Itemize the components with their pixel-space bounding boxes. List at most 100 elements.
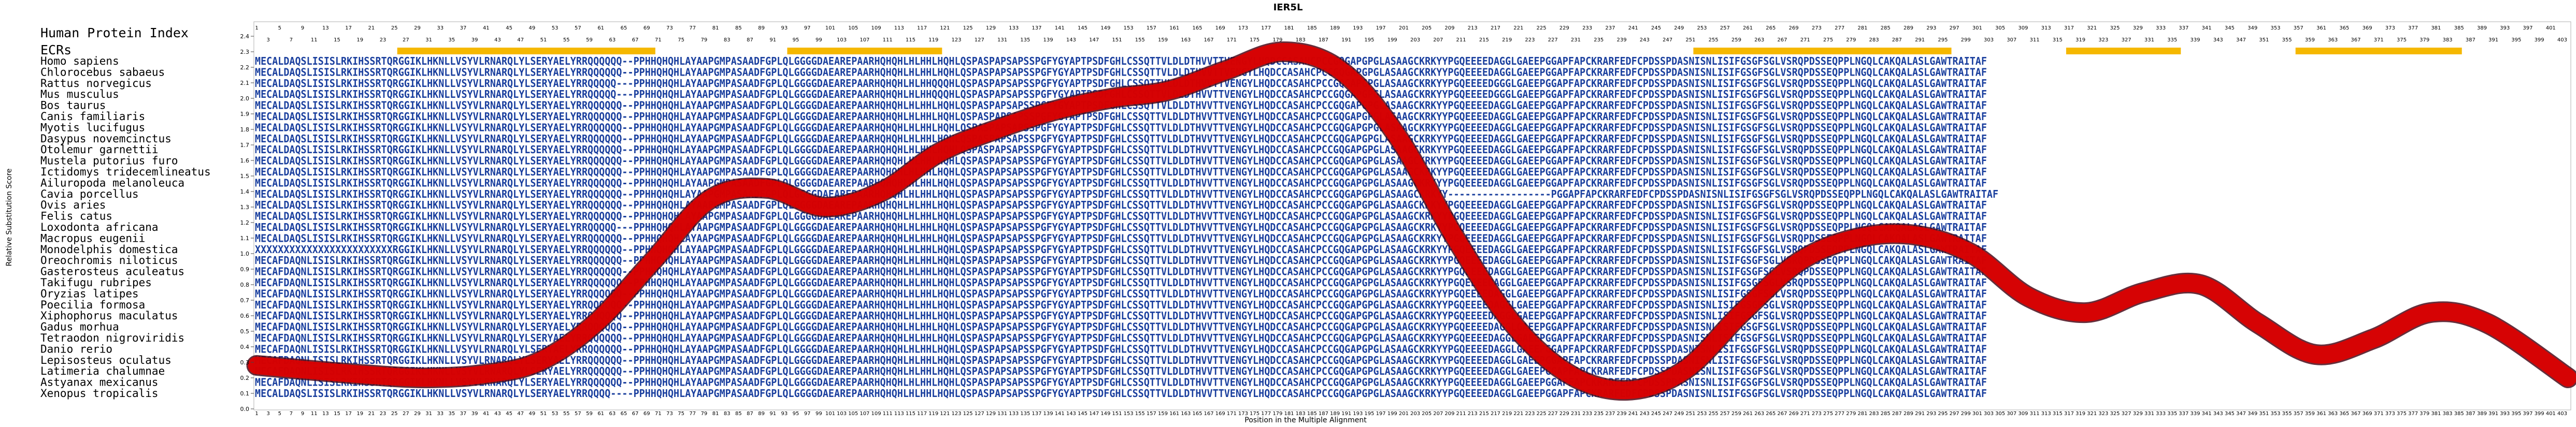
x-tick-label: 71 <box>655 411 662 417</box>
sequence-row: MECALDAQSLISISLRKIHSSRTQRGGIKLHKNLLVSYVL… <box>255 66 1987 78</box>
index-tick-label: 351 <box>2259 37 2269 43</box>
index-tick-label: 25 <box>391 25 398 31</box>
species-label: Takifugu rubripes <box>40 276 152 289</box>
index-tick-label: 273 <box>1812 25 1822 31</box>
ecr-track <box>397 48 2462 54</box>
x-tick-label: 151 <box>1112 411 1122 417</box>
species-label: Poecilia formosa <box>40 299 145 311</box>
index-tick-label: 67 <box>632 37 639 43</box>
x-tick-label: 241 <box>1628 411 1638 417</box>
index-tick-label: 17 <box>345 25 352 31</box>
ecr-label: ECRs <box>40 42 71 57</box>
index-tick-label: 43 <box>494 37 501 43</box>
sequence-rows: MECALDAQSLISISLRKIHSSRTQRGGIKLHKNLLVSYVL… <box>255 55 1998 400</box>
x-tick-label: 335 <box>2167 411 2177 417</box>
index-tick-label: 115 <box>906 37 915 43</box>
x-tick-label: 181 <box>1284 411 1294 417</box>
index-tick-label: 239 <box>1616 37 1626 43</box>
x-tick-label: 197 <box>1376 411 1386 417</box>
index-tick-label: 83 <box>724 37 731 43</box>
x-tick-label: 331 <box>2144 411 2154 417</box>
index-tick-label: 125 <box>963 25 973 31</box>
x-tick-label: 383 <box>2442 411 2452 417</box>
index-tick-label: 117 <box>917 25 927 31</box>
index-tick-label: 323 <box>2098 37 2108 43</box>
x-tick-label: 69 <box>643 411 650 417</box>
index-tick-label: 139 <box>1043 37 1053 43</box>
x-tick-label: 245 <box>1651 411 1661 417</box>
y-tick-label: 0.9 <box>240 266 250 273</box>
index-tick-label: 79 <box>701 37 708 43</box>
x-tick-label: 381 <box>2431 411 2441 417</box>
species-label: Bos taurus <box>40 99 106 112</box>
index-tick-label: 221 <box>1513 25 1523 31</box>
x-tick-label: 103 <box>837 411 847 417</box>
x-tick-label: 379 <box>2420 411 2429 417</box>
index-tick-label: 103 <box>837 37 847 43</box>
sequence-row: MECAFDAQNLISISLRKIHSSRTQRGGIKLHKNLLVSYVL… <box>255 266 1987 278</box>
species-label: Loxodonta africana <box>40 221 159 233</box>
y-tick-label: 1.8 <box>240 126 250 133</box>
index-tick-label: 123 <box>951 37 961 43</box>
x-tick-label: 247 <box>1663 411 1672 417</box>
species-label: Macropus eugenii <box>40 232 145 244</box>
index-tick-label: 163 <box>1181 37 1191 43</box>
x-tick-label: 385 <box>2454 411 2464 417</box>
x-tick-label: 167 <box>1204 411 1213 417</box>
index-tick-label: 245 <box>1651 25 1661 31</box>
x-tick-label: 7 <box>290 411 293 417</box>
index-tick-label: 285 <box>1881 25 1891 31</box>
index-tick-label: 243 <box>1640 37 1650 43</box>
index-tick-label: 217 <box>1491 25 1500 31</box>
index-tick-label: 129 <box>986 25 996 31</box>
x-tick-label: 169 <box>1215 411 1225 417</box>
index-tick-label: 235 <box>1594 37 1604 43</box>
index-tick-label: 327 <box>2122 37 2131 43</box>
y-tick-label: 1.3 <box>240 204 250 211</box>
x-tick-label: 297 <box>1950 411 1959 417</box>
index-tick-label: 59 <box>586 37 593 43</box>
index-tick-label: 177 <box>1261 25 1271 31</box>
index-tick-label: 337 <box>2179 25 2188 31</box>
index-tick-label: 299 <box>1961 37 1971 43</box>
y-tick-label: 0.3 <box>240 359 250 366</box>
x-tick-label: 305 <box>1995 411 2005 417</box>
species-label: Ictidomys tridecemlineatus <box>40 166 211 178</box>
y-tick-label: 2.0 <box>240 95 250 102</box>
sequence-row: MECAFDAQNLISISLRKIHSSRTQRGGIKLHKNLLVSYVL… <box>255 310 1987 322</box>
index-tick-label: 305 <box>1995 25 2005 31</box>
index-tick-label: 151 <box>1112 37 1122 43</box>
index-tick-label: 263 <box>1754 37 1764 43</box>
y-tick-label: 1.1 <box>240 235 250 242</box>
index-tick-label: 247 <box>1663 37 1672 43</box>
x-tick-label: 361 <box>2316 411 2326 417</box>
x-tick-label: 89 <box>758 411 765 417</box>
species-label: Oryzias latipes <box>40 287 139 300</box>
index-tick-label: 361 <box>2316 25 2326 31</box>
x-tick-label: 91 <box>769 411 776 417</box>
index-tick-label: 187 <box>1319 37 1328 43</box>
x-tick-label: 217 <box>1491 411 1500 417</box>
index-tick-label: 225 <box>1537 25 1547 31</box>
x-tick-label: 371 <box>2374 411 2384 417</box>
index-tick-label: 149 <box>1100 25 1110 31</box>
index-tick-label: 1 <box>255 25 258 31</box>
index-tick-label: 257 <box>1720 25 1730 31</box>
species-label: Felis catus <box>40 210 112 223</box>
substitution-curve <box>246 41 2576 401</box>
index-tick-label: 119 <box>928 37 938 43</box>
x-tick-label: 277 <box>1835 411 1844 417</box>
index-tick-label: 47 <box>517 37 524 43</box>
y-tick-label: 2.1 <box>240 80 250 86</box>
x-tick-label: 281 <box>1857 411 1867 417</box>
index-tick-label: 369 <box>2362 25 2372 31</box>
sequence-row: MECALDAQSLISISLRKIHSSRTQRGGIKLHKNLLVSYVL… <box>255 387 1987 400</box>
index-tick-label: 131 <box>997 37 1007 43</box>
y-tick-label: 1.7 <box>240 142 250 149</box>
index-tick-label: 157 <box>1147 25 1156 31</box>
index-tick-label: 289 <box>1904 25 1913 31</box>
index-tick-label: 199 <box>1387 37 1397 43</box>
index-tick-label: 153 <box>1124 25 1134 31</box>
x-tick-label: 223 <box>1525 411 1535 417</box>
x-tick-label: 357 <box>2294 411 2303 417</box>
